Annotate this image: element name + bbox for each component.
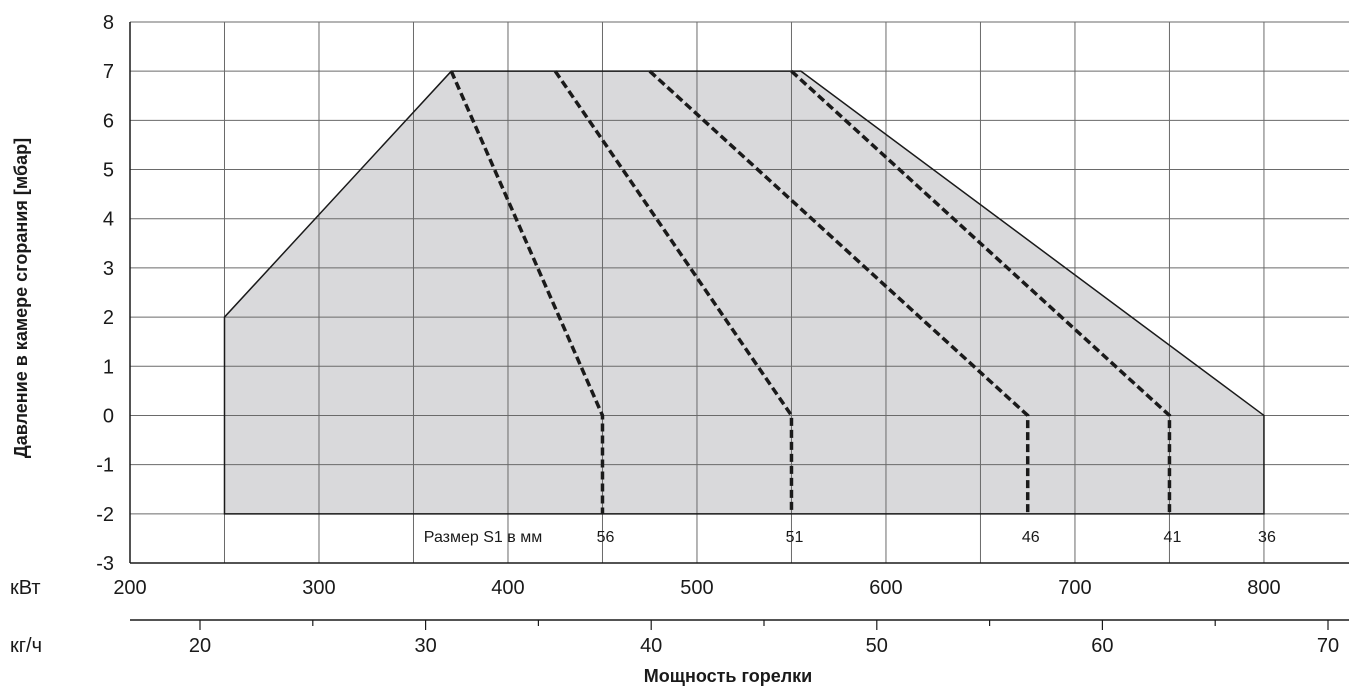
x-tick-label-kgh: 60 — [1091, 635, 1113, 657]
size-line-41 — [790, 69, 1172, 514]
x-tick-label-kgh: 70 — [1317, 635, 1339, 657]
x-tick-label-kgh: 20 — [189, 635, 211, 657]
x-axis-unit-kw: кВт — [10, 577, 41, 599]
x-tick-label-kgh: 30 — [414, 635, 436, 657]
y-tick-label: 1 — [103, 356, 114, 378]
x-tick-label-kw: 700 — [1058, 577, 1091, 599]
size-label-value: 36 — [1258, 529, 1276, 546]
size-lines-layer — [449, 69, 1172, 514]
y-tick-label: -2 — [96, 504, 114, 526]
working-field-layer — [224, 71, 1264, 514]
working-field-outline — [223, 70, 1265, 515]
y-tick-label: -3 — [96, 553, 114, 575]
y-tick-label: 6 — [103, 110, 114, 132]
y-tick-label: 2 — [103, 307, 114, 329]
y-axis-title: Давление в камере сгорания [мбар] — [11, 138, 31, 458]
size-labels: Размер S1 в мм 56 51 46 41 36 — [424, 529, 1276, 546]
x-tick-label-kw: 500 — [680, 577, 713, 599]
x-tick-label-kw: 800 — [1247, 577, 1280, 599]
y-tick-label: 0 — [103, 405, 114, 427]
y-tick-label: -1 — [96, 455, 114, 477]
x-axis-title: Мощность горелки — [644, 666, 812, 686]
size-label-value: 41 — [1164, 529, 1182, 546]
x-axes: 200 300 400 500 600 700 800 20 30 40 50 60 70 — [113, 577, 1349, 657]
size-label-value: 46 — [1022, 529, 1040, 546]
x-tick-label-kgh: 50 — [866, 635, 888, 657]
x-tick-label-kw: 200 — [113, 577, 146, 599]
size-line-56 — [449, 70, 605, 514]
working-field-area — [224, 71, 1264, 514]
x-tick-label-kw: 300 — [302, 577, 335, 599]
y-tick-label: 5 — [103, 160, 114, 182]
y-tick-label: 3 — [103, 258, 114, 280]
size-line-46 — [648, 69, 1030, 514]
x-tick-label-kw: 600 — [869, 577, 902, 599]
y-tick-label: 4 — [103, 209, 114, 231]
x-axis-unit-kgh: кг/ч — [10, 635, 42, 657]
size-label-value: 56 — [597, 529, 615, 546]
size-line-51 — [553, 70, 794, 514]
y-tick-label: 8 — [103, 12, 114, 34]
y-tick-label: 7 — [103, 61, 114, 83]
size-label-prefix: Размер S1 в мм — [424, 529, 542, 546]
x-tick-label-kw: 400 — [491, 577, 524, 599]
working-field-outline-layer — [223, 70, 1265, 515]
x-tick-label-kgh: 40 — [640, 635, 662, 657]
y-axis: 8 7 6 5 4 3 2 1 0 -1 -2 -3 — [96, 12, 114, 575]
size-label-value: 51 — [786, 529, 804, 546]
